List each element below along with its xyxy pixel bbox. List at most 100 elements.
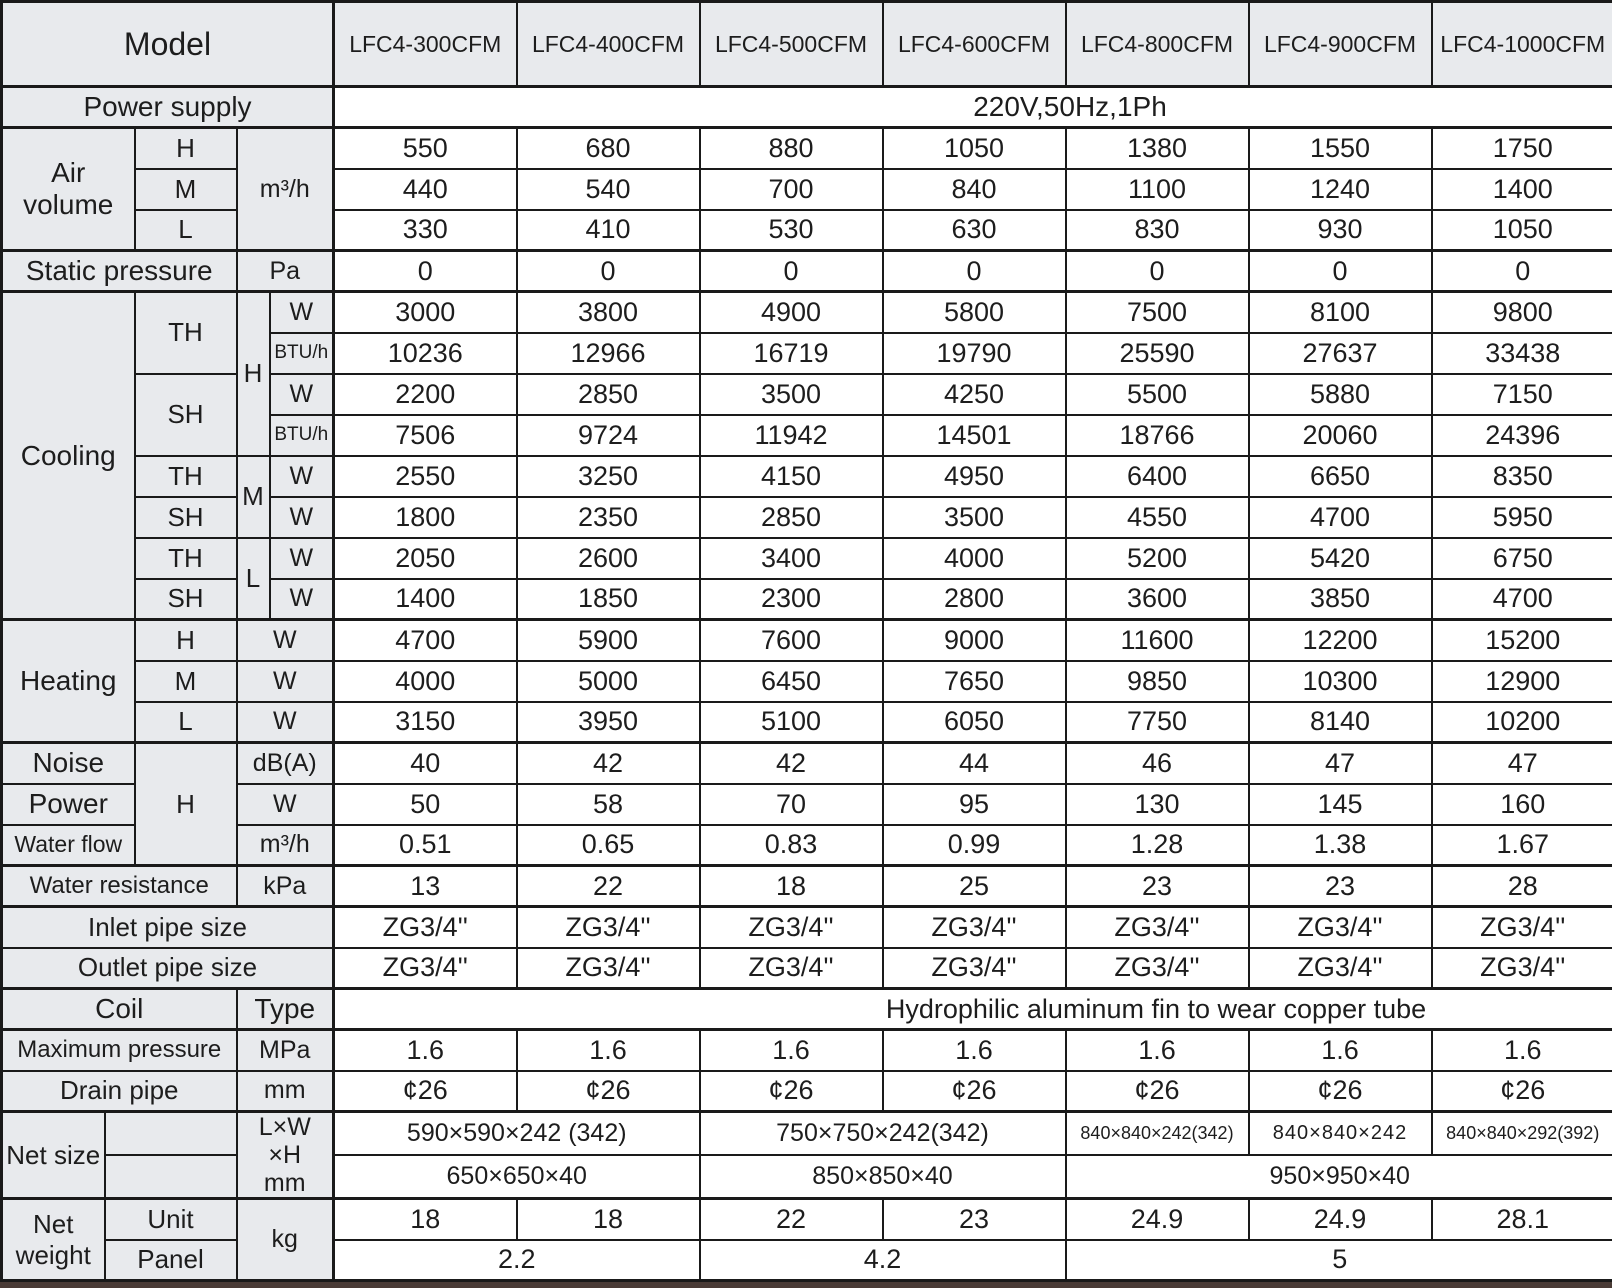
value-cell: 22 — [517, 866, 700, 907]
value-cell: 530 — [700, 210, 883, 251]
value-cell: 4000 — [334, 661, 517, 702]
cooling-unit-label: W — [270, 579, 334, 620]
air-volume-label: Air volume — [2, 128, 135, 251]
max-pressure-label: Maximum pressure — [2, 1030, 237, 1071]
value-cell: 23 — [883, 1199, 1066, 1240]
value-cell: 47 — [1432, 743, 1612, 784]
value-cell: ZG3/4'' — [883, 948, 1066, 989]
value-cell: 850×850×40 — [700, 1155, 1066, 1199]
net-size-spacer — [105, 1155, 237, 1199]
value-cell: 16719 — [700, 333, 883, 374]
value-cell: 5500 — [1066, 374, 1249, 415]
static-pressure-unit: Pa — [237, 251, 334, 292]
value-cell: 2.2 — [334, 1240, 700, 1281]
value-cell: 145 — [1249, 784, 1432, 825]
value-cell: 1400 — [1432, 169, 1612, 210]
cooling-label: Cooling — [2, 292, 135, 620]
value-cell: 10236 — [334, 333, 517, 374]
value-cell: 630 — [883, 210, 1066, 251]
value-cell: 0 — [334, 251, 517, 292]
value-cell: 7600 — [700, 620, 883, 661]
value-cell: 2200 — [334, 374, 517, 415]
value-cell: 840×840×242 — [1249, 1112, 1432, 1156]
cooling-cap-label: TH — [135, 456, 237, 497]
value-cell: 2850 — [700, 497, 883, 538]
value-cell: 1.38 — [1249, 825, 1432, 866]
value-cell: 18 — [334, 1199, 517, 1240]
value-cell: 2850 — [517, 374, 700, 415]
model-name-header: LFC4-600CFM — [883, 2, 1066, 87]
value-cell: 14501 — [883, 415, 1066, 456]
value-cell: 2350 — [517, 497, 700, 538]
value-cell: 1800 — [334, 497, 517, 538]
value-cell: 9850 — [1066, 661, 1249, 702]
water-resistance-unit: kPa — [237, 866, 334, 907]
static-pressure-label: Static pressure — [2, 251, 237, 292]
value-cell: 1.67 — [1432, 825, 1612, 866]
value-cell: 25590 — [1066, 333, 1249, 374]
value-cell: 42 — [517, 743, 700, 784]
heating-unit-label: W — [237, 661, 334, 702]
value-cell: 7150 — [1432, 374, 1612, 415]
value-cell: 6400 — [1066, 456, 1249, 497]
value-cell: 4000 — [883, 538, 1066, 579]
value-cell: 160 — [1432, 784, 1612, 825]
value-cell: ZG3/4'' — [1432, 948, 1612, 989]
value-cell: ¢26 — [1249, 1071, 1432, 1112]
value-cell: 8100 — [1249, 292, 1432, 333]
value-cell: 23 — [1066, 866, 1249, 907]
value-cell: 330 — [334, 210, 517, 251]
value-cell: 5900 — [517, 620, 700, 661]
cooling-cap-label: SH — [135, 579, 237, 620]
value-cell: 18 — [700, 866, 883, 907]
coil-type-label: Type — [237, 989, 334, 1030]
value-cell: 1050 — [883, 128, 1066, 169]
value-cell: ZG3/4'' — [517, 907, 700, 948]
value-cell: ¢26 — [700, 1071, 883, 1112]
value-cell: 25 — [883, 866, 1066, 907]
cooling-cap-label: SH — [135, 497, 237, 538]
cooling-unit-label: W — [270, 374, 334, 415]
value-cell: 9800 — [1432, 292, 1612, 333]
value-cell: 28 — [1432, 866, 1612, 907]
value-cell: 3500 — [700, 374, 883, 415]
net-size-unit: L×W ×H mm — [237, 1112, 334, 1199]
value-cell: 3150 — [334, 702, 517, 743]
value-cell: 1.6 — [334, 1030, 517, 1071]
value-cell: ZG3/4'' — [883, 907, 1066, 948]
value-cell: 0 — [883, 251, 1066, 292]
value-cell: 0 — [517, 251, 700, 292]
value-cell: 6050 — [883, 702, 1066, 743]
value-cell: 95 — [883, 784, 1066, 825]
value-cell: 5200 — [1066, 538, 1249, 579]
value-cell: 0.65 — [517, 825, 700, 866]
value-cell: 6750 — [1432, 538, 1612, 579]
value-cell: 1850 — [517, 579, 700, 620]
cooling-unit-label: W — [270, 292, 334, 333]
noise-unit: dB(A) — [237, 743, 334, 784]
value-cell: 1750 — [1432, 128, 1612, 169]
value-cell: 1.6 — [883, 1030, 1066, 1071]
value-cell: 840×840×292(392) — [1432, 1112, 1612, 1156]
value-cell: 0 — [700, 251, 883, 292]
value-cell: 47 — [1249, 743, 1432, 784]
value-cell: ZG3/4'' — [1432, 907, 1612, 948]
panel-row-label: Panel — [105, 1240, 237, 1281]
value-cell: 4700 — [1249, 497, 1432, 538]
value-cell: 6650 — [1249, 456, 1432, 497]
value-cell: 13 — [334, 866, 517, 907]
value-cell: 830 — [1066, 210, 1249, 251]
value-cell: 5100 — [700, 702, 883, 743]
value-cell: 12200 — [1249, 620, 1432, 661]
value-cell: 4.2 — [700, 1240, 1066, 1281]
value-cell: 33438 — [1432, 333, 1612, 374]
value-cell: 1400 — [334, 579, 517, 620]
unit-row-label: Unit — [105, 1199, 237, 1240]
value-cell: 650×650×40 — [334, 1155, 700, 1199]
value-cell: 1050 — [1432, 210, 1612, 251]
value-cell: 23 — [1249, 866, 1432, 907]
model-name-header: LFC4-500CFM — [700, 2, 883, 87]
value-cell: 0 — [1066, 251, 1249, 292]
